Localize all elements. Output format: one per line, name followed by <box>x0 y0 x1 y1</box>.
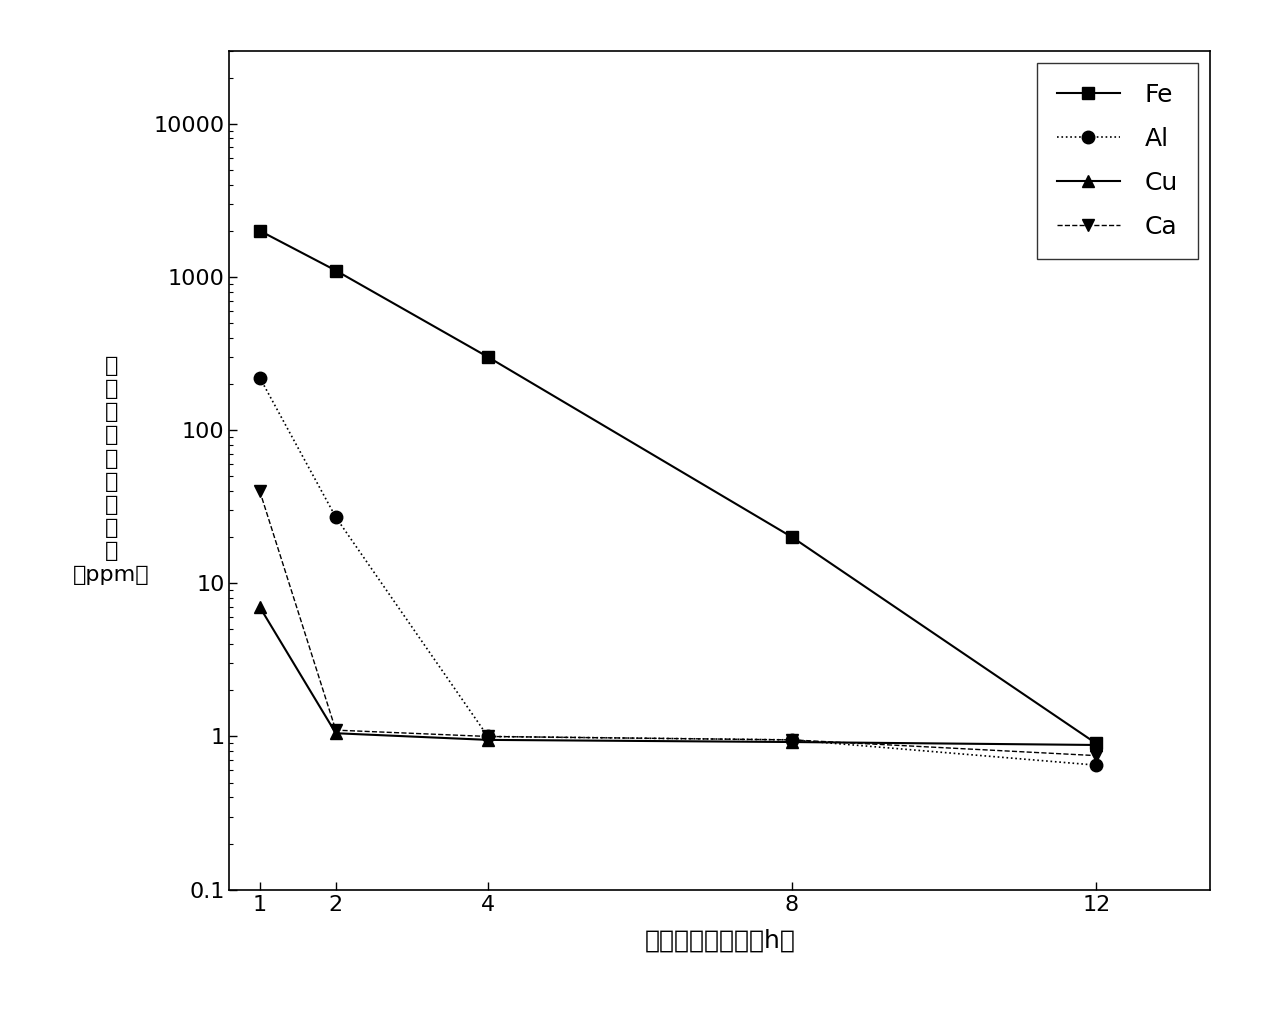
Line: Al: Al <box>254 371 1102 771</box>
Al <box>252 371 268 383</box>
Legend: Fe, Al, Cu, Ca: Fe, Al, Cu, Ca <box>1037 63 1198 259</box>
Ca <box>785 734 800 746</box>
Cu <box>252 601 268 613</box>
Ca <box>480 730 496 742</box>
Ca <box>329 724 344 736</box>
Cu <box>329 727 344 739</box>
X-axis label: 气固体反应时间（h）: 气固体反应时间（h） <box>645 928 795 952</box>
Cu <box>480 734 496 746</box>
Ca <box>1088 749 1103 761</box>
Al <box>480 730 496 742</box>
Cu <box>1088 739 1103 751</box>
Fe <box>480 351 496 363</box>
Fe <box>252 224 268 237</box>
Al <box>329 512 344 524</box>
Fe <box>329 265 344 277</box>
Text: 硬
中
杂
质
元
素
的
含
量
（ppm）: 硬 中 杂 质 元 素 的 含 量 （ppm） <box>74 356 150 584</box>
Ca <box>252 485 268 497</box>
Al <box>785 734 800 746</box>
Al <box>1088 759 1103 771</box>
Line: Fe: Fe <box>254 224 1102 750</box>
Line: Ca: Ca <box>254 485 1102 762</box>
Fe <box>1088 737 1103 749</box>
Line: Cu: Cu <box>254 601 1102 751</box>
Fe <box>785 531 800 543</box>
Cu <box>785 736 800 748</box>
